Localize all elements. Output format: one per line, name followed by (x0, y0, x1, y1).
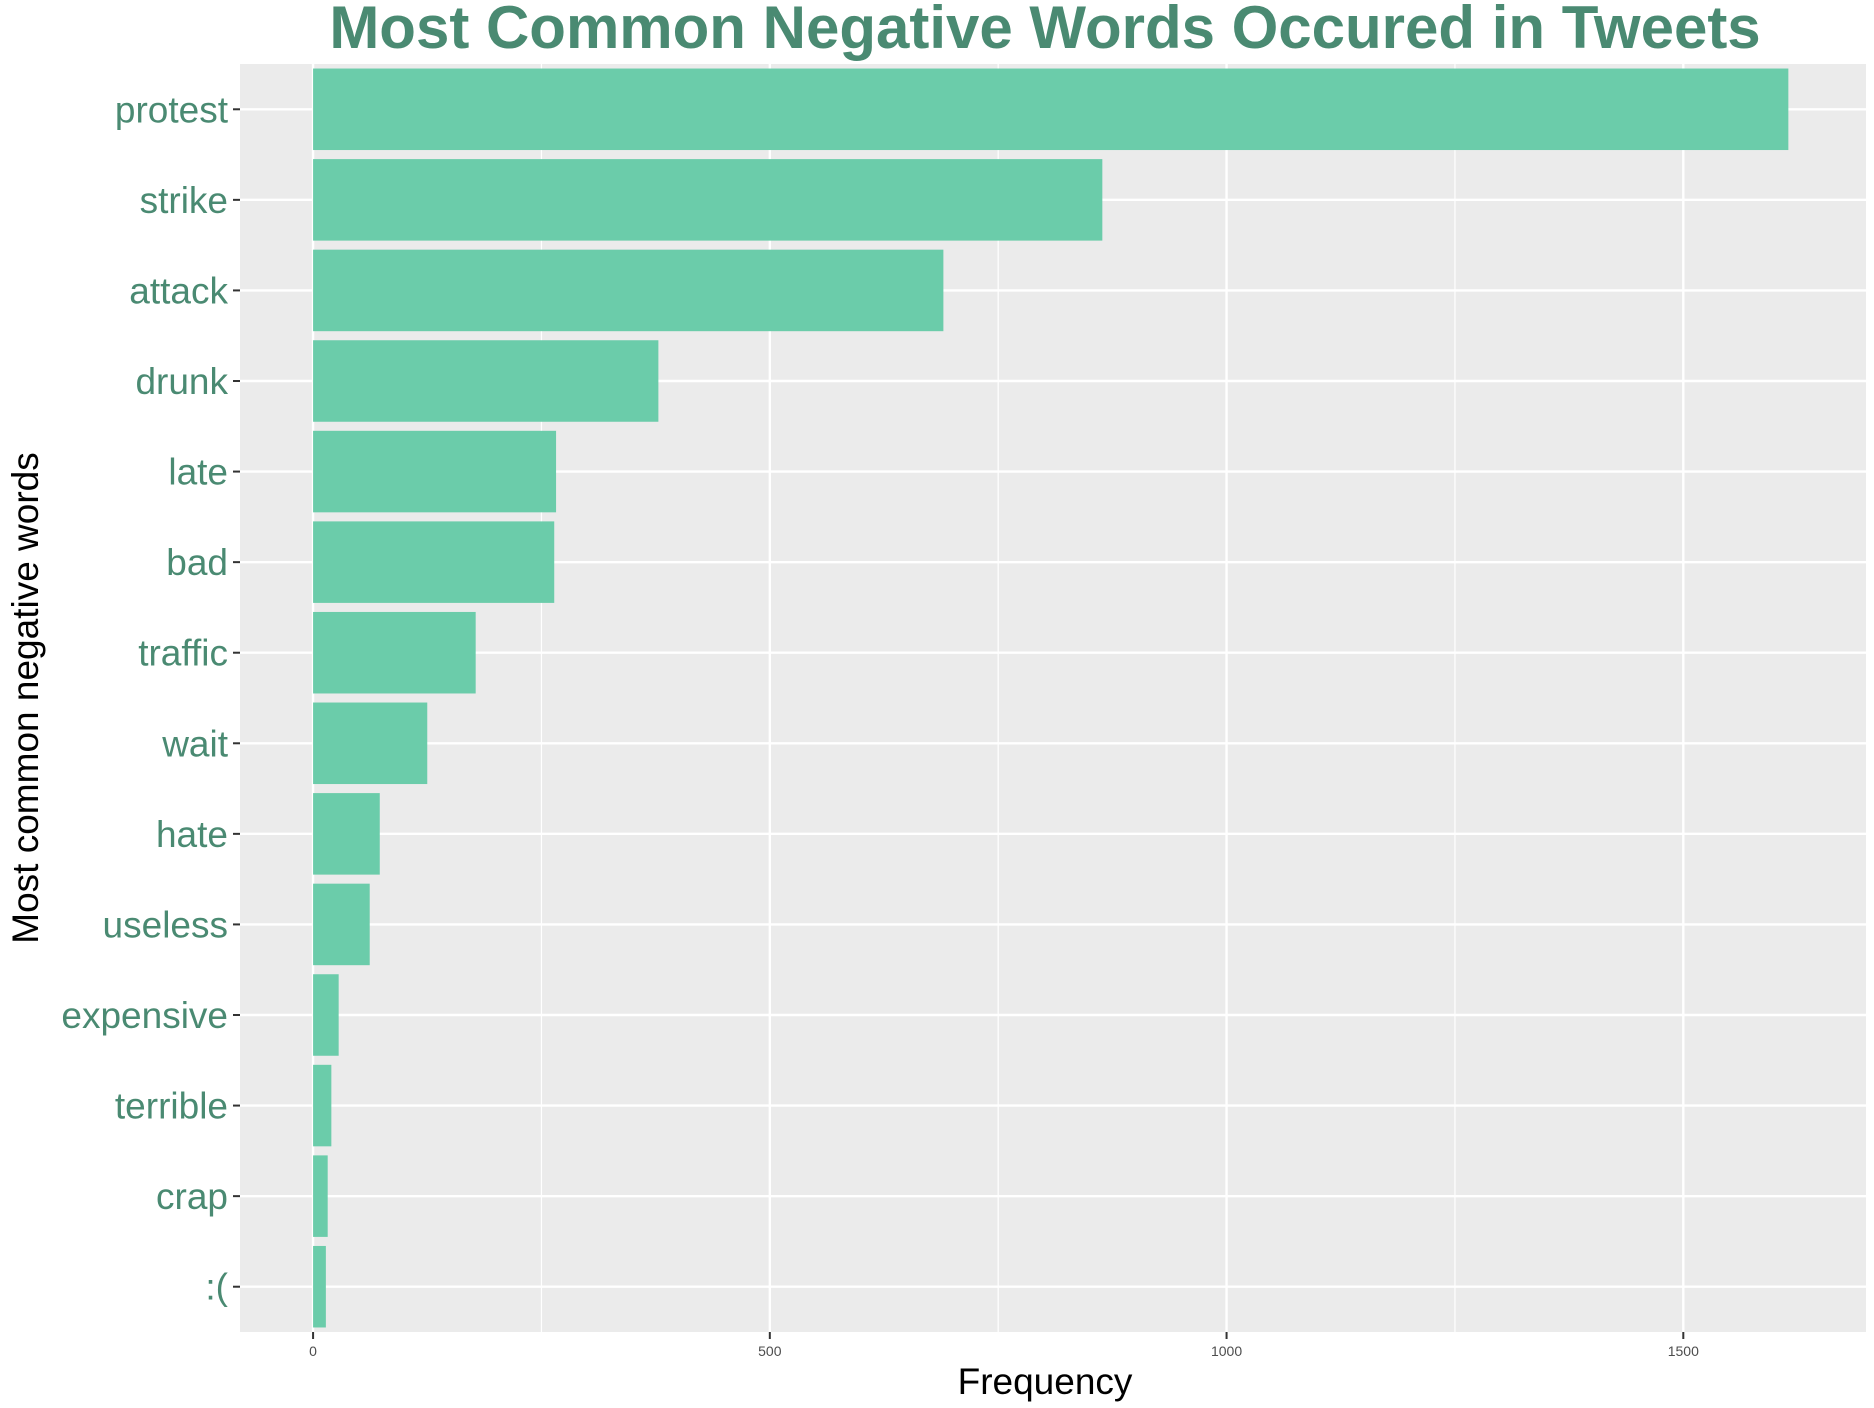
category-label: wait (161, 723, 229, 764)
bar-9 (313, 793, 380, 875)
category-label: attack (129, 270, 228, 311)
bar-8 (313, 702, 428, 785)
bar-7 (313, 611, 476, 694)
bar-14 (313, 1245, 326, 1328)
category-label: terrible (115, 1086, 228, 1127)
category-label: traffic (138, 633, 228, 674)
category-label: late (168, 452, 228, 493)
bar-4 (313, 340, 659, 422)
category-label: crap (156, 1176, 228, 1217)
x-axis-title: Frequency (958, 1361, 1133, 1402)
x-tick-label: 500 (758, 1343, 782, 1359)
category-label: :( (205, 1267, 228, 1308)
bar-2 (313, 159, 1103, 241)
category-label: strike (140, 180, 228, 221)
y-axis-title: Most common negative words (5, 452, 46, 943)
category-label: expensive (61, 995, 228, 1036)
bar-13 (313, 1155, 328, 1237)
bar-6 (313, 521, 555, 603)
bars (313, 68, 1789, 1328)
x-tick-label: 1500 (1668, 1343, 1699, 1359)
category-label: drunk (135, 361, 228, 402)
bar-10 (313, 883, 370, 966)
bar-3 (313, 249, 944, 332)
bar-5 (313, 430, 557, 513)
bar-11 (313, 974, 339, 1056)
x-tick-label: 1000 (1211, 1343, 1242, 1359)
category-label: protest (115, 89, 229, 130)
category-label: useless (103, 904, 228, 945)
category-label: hate (156, 814, 228, 855)
bar-12 (313, 1064, 332, 1147)
x-axis-ticks: 0 500 1000 1500 (309, 1332, 1699, 1359)
chart-title: Most Common Negative Words Occured in Tw… (329, 0, 1760, 61)
x-tick-label: 0 (309, 1343, 317, 1359)
category-labels: protest strike attack drunk late bad traffic wa… (61, 89, 240, 1308)
category-label: bad (166, 542, 228, 583)
bar-1 (313, 68, 1789, 151)
